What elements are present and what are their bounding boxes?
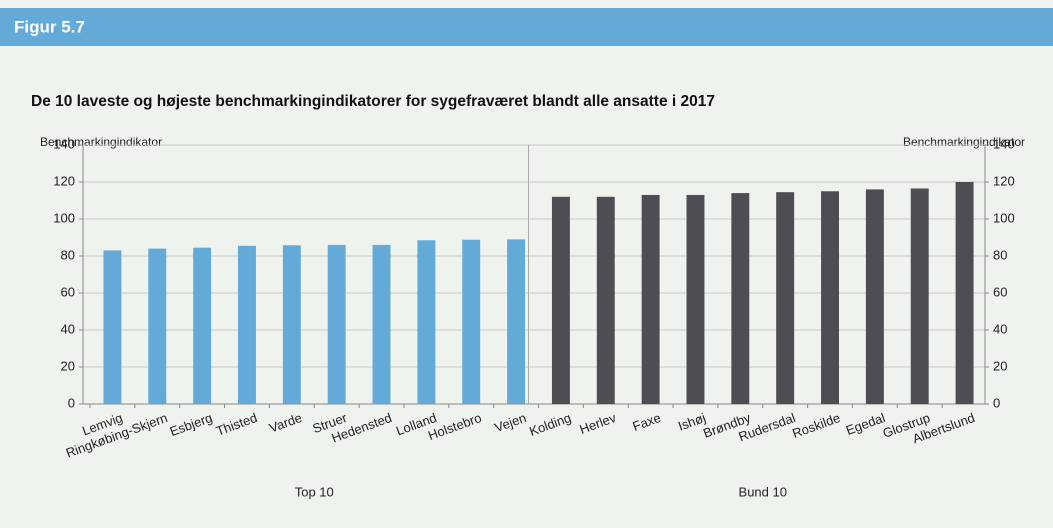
bar: [507, 239, 526, 404]
y2-tick-label: 120: [993, 173, 1015, 188]
bar: [417, 240, 436, 404]
y2-tick-label: 40: [993, 321, 1007, 336]
group-label: Top 10: [295, 484, 334, 499]
bar: [148, 248, 167, 404]
bar: [238, 245, 256, 404]
bar: [821, 191, 839, 404]
bar: [910, 188, 929, 404]
y2-tick-label: 0: [993, 395, 1000, 410]
bar: [641, 194, 660, 404]
y-tick-label: 0: [68, 395, 75, 410]
y-tick-label: 120: [53, 173, 75, 188]
y2-tick-label: 60: [993, 284, 1007, 299]
y-tick-label: 40: [61, 321, 75, 336]
bar: [955, 182, 974, 404]
bar: [462, 239, 481, 404]
y2-axis-label: Benchmarkingindikator: [903, 135, 1025, 149]
bar: [327, 244, 346, 404]
y2-tick-label: 80: [993, 247, 1007, 262]
chart-title: De 10 laveste og højeste benchmarkingind…: [31, 93, 715, 110]
y-tick-label: 80: [61, 247, 75, 262]
y2-tick-label: 140: [993, 136, 1015, 151]
y2-tick-label: 20: [993, 358, 1007, 373]
y2-tick-label: 100: [993, 210, 1015, 225]
y-tick-label: 20: [61, 358, 75, 373]
figure-label: Figur 5.7: [14, 17, 85, 36]
bar: [776, 192, 795, 404]
y-axis-label: Benchmarkingindikator: [40, 135, 162, 149]
y-tick-label: 60: [61, 284, 75, 299]
bar: [282, 245, 301, 404]
bar: [731, 193, 750, 404]
y-tick-label: 140: [53, 136, 75, 151]
y-tick-label: 100: [53, 210, 75, 225]
header-bar: [0, 8, 1053, 46]
bar: [372, 244, 391, 404]
bar: [596, 196, 615, 404]
group-label: Bund 10: [739, 484, 787, 499]
bar: [193, 247, 212, 404]
bar: [865, 189, 884, 404]
bar: [551, 196, 570, 404]
bar: [103, 250, 122, 404]
bar: [686, 194, 705, 404]
